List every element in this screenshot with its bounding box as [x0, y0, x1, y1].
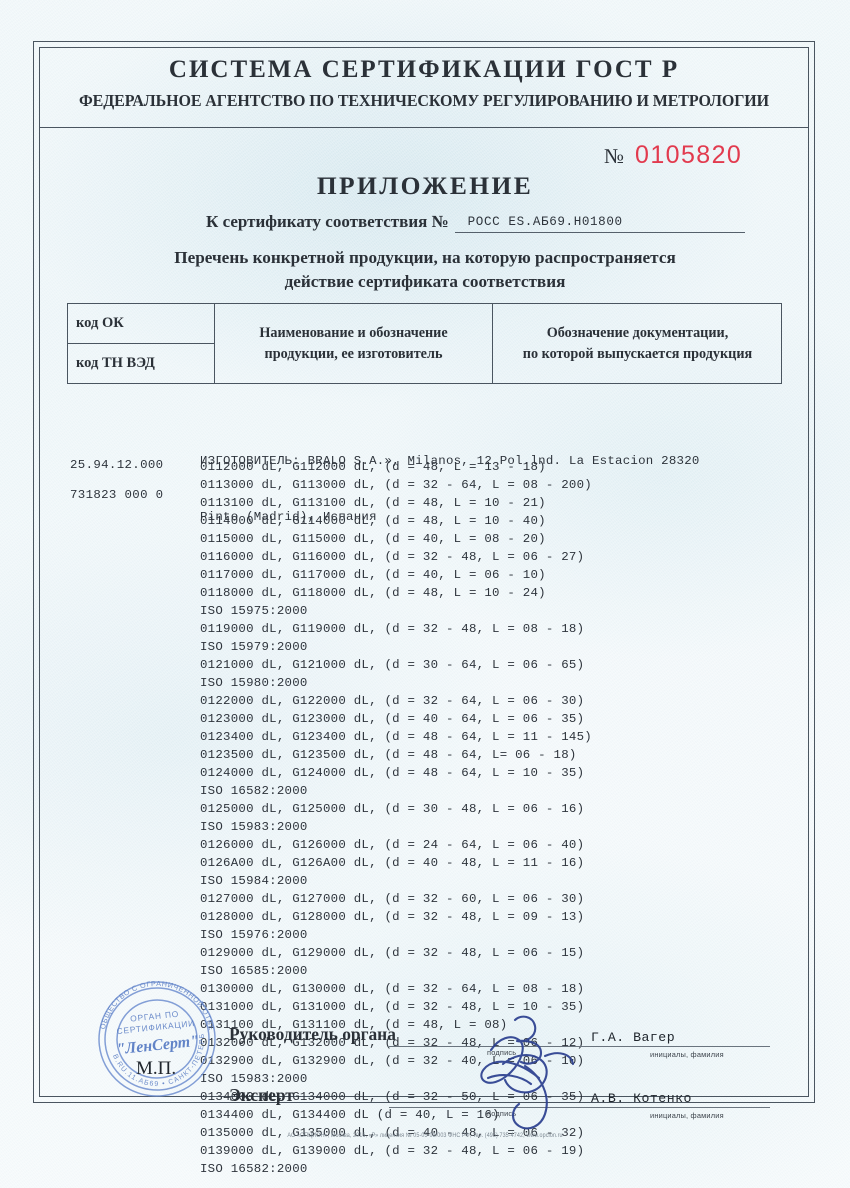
document-header: СИСТЕМА СЕРТИФИКАЦИИ ГОСТ Р ФЕДЕРАЛЬНОЕ …: [39, 47, 809, 111]
signature-line-expert: [389, 1107, 770, 1108]
page-title: ПРИЛОЖЕНИЕ: [316, 171, 534, 200]
product-line: ISO 15975:2000: [200, 604, 308, 618]
product-line: 0113100 dL, G113100 dL, (d = 48, L = 10 …: [200, 496, 546, 510]
documentation-header: Обозначение документации, по которой вып…: [523, 323, 752, 364]
product-line: 0121000 dL, G121000 dL, (d = 30 - 64, L …: [200, 658, 585, 672]
product-line: ISO 15983:2000: [200, 820, 308, 834]
product-line: 0113000 dL, G113000 dL, (d = 32 - 64, L …: [200, 478, 592, 492]
signature-line-head: [389, 1046, 770, 1047]
product-line: 0123400 dL, G123400 dL, (d = 48 - 64, L …: [200, 730, 592, 744]
certificate-label: К сертификату соответствия №: [206, 212, 449, 231]
documentation-header-line-1: Обозначение документации,: [546, 324, 729, 341]
table-cell-code-ok: код ОК: [68, 304, 214, 344]
certificate-value: РОСС ES.АБ69.Н01800: [467, 215, 623, 229]
product-line: ISO 15979:2000: [200, 640, 308, 654]
code-tnved-label: код ТН ВЭД: [76, 354, 155, 371]
printer-footer: АО «ОПЦИОН», Москва, 2016, «Р» лицензия …: [287, 1132, 563, 1140]
product-line: ISO 16582:2000: [200, 1162, 308, 1176]
product-line: 0122000 dL, G122000 dL, (d = 32 - 64, L …: [200, 694, 585, 708]
product-line: 0125000 dL, G125000 dL, (d = 30 - 48, L …: [200, 802, 585, 816]
product-line: 0126000 dL, G126000 dL, (d = 24 - 64, L …: [200, 838, 585, 852]
product-name-header: Наименование и обозначение продукции, ее…: [259, 323, 447, 364]
product-line: 0126A00 dL, G126A00 dL, (d = 40 - 48, L …: [200, 856, 585, 870]
certificate-reference: К сертификату соответствия № РОСС ES.АБ6…: [206, 211, 745, 233]
product-line: ISO 15976:2000: [200, 928, 308, 942]
certificate-value-field: РОСС ES.АБ69.Н01800: [454, 211, 745, 233]
product-codes: 25.94.12.000 731823 000 0: [70, 459, 163, 520]
certificate-frame-inner: [39, 47, 809, 1097]
documentation-header-line-2: по которой выпускается продукция: [522, 345, 753, 362]
product-line: 0117000 dL, G117000 dL, (d = 40, L = 06 …: [200, 568, 546, 582]
table-cell-code-tnved: код ТН ВЭД: [68, 344, 214, 384]
product-line: ISO 15980:2000: [200, 676, 308, 690]
product-line: 0132900 dL, G132900 dL, (d = 32 - 40, L …: [200, 1054, 585, 1068]
manufacturer-line-1: ИЗГОТОВИТЕЛЬ: BRALO S.A.», Milanos, 12 P…: [200, 453, 700, 468]
product-line: 0115000 dL, G115000 dL, (d = 40, L = 08 …: [200, 532, 546, 546]
document-number: № 0105820: [604, 141, 742, 170]
product-line: 0119000 dL, G119000 dL, (d = 32 - 48, L …: [200, 622, 585, 636]
product-line: 0124000 dL, G124000 dL, (d = 48 - 64, L …: [200, 766, 585, 780]
header-divider: [39, 127, 809, 128]
product-line: 0128000 dL, G128000 dL, (d = 32 - 48, L …: [200, 910, 585, 924]
table-column-documentation: Обозначение документации, по которой вып…: [493, 304, 782, 383]
subtitle-line-1: Перечень конкретной продукции, на котору…: [174, 248, 676, 267]
product-line: ISO 16582:2000: [200, 784, 308, 798]
initials-caption-expert: инициалы, фамилия: [650, 1111, 724, 1120]
product-table-header: код ОК код ТН ВЭД Наименование и обознач…: [67, 303, 782, 384]
product-line: 0139000 dL, G139000 dL, (d = 32 - 48, L …: [200, 1144, 585, 1158]
agency-title: ФЕДЕРАЛЬНОЕ АГЕНТСТВО ПО ТЕХНИЧЕСКОМУ РЕ…: [78, 90, 769, 110]
certificate-frame-outer: [33, 41, 815, 1103]
product-line: 0123500 dL, G123500 dL, (d = 48 - 64, L=…: [200, 748, 577, 762]
product-line: 0118000 dL, G118000 dL, (d = 48, L = 10 …: [200, 586, 546, 600]
code-ok-value: 25.94.12.000: [70, 458, 164, 472]
code-ok-label: код ОК: [76, 314, 124, 331]
product-line: 0131100 dL, G131100 dL, (d = 48, L = 08): [200, 1018, 508, 1032]
signature-caption-head: подпись: [487, 1048, 517, 1057]
signatory-name-head: Г.А. Вагер: [591, 1030, 676, 1045]
product-line: 0114000 dL, G114000 dL, (d = 48, L = 10 …: [200, 514, 546, 528]
product-name-header-line-2: продукции, ее изготовитель: [264, 345, 443, 362]
product-line: 0129000 dL, G129000 dL, (d = 32 - 48, L …: [200, 946, 585, 960]
initials-caption-head: инициалы, фамилия: [650, 1050, 724, 1059]
stamp-place-label: М.П.: [136, 1058, 177, 1079]
manufacturer-line-2: Pinto (Madrid), Испания: [200, 510, 377, 525]
product-line: 0112000 dL, G112000 dL, (d = 48, L = 13 …: [200, 460, 546, 474]
product-list: 0112000 dL, G112000 dL, (d = 48, L = 13 …: [200, 458, 800, 1178]
signature-role-head: Руководитель органа: [229, 1024, 396, 1044]
table-column-codes: код ОК код ТН ВЭД: [68, 304, 215, 383]
product-line: 0130000 dL, G130000 dL, (d = 32 - 64, L …: [200, 982, 585, 996]
product-name-header-line-1: Наименование и обозначение: [259, 324, 448, 341]
document-subtitle: Перечень конкретной продукции, на котору…: [0, 246, 850, 295]
product-line: 0131000 dL, G131000 dL, (d = 32 - 48, L …: [200, 1000, 585, 1014]
product-line: 0123000 dL, G123000 dL, (d = 40 - 64, L …: [200, 712, 585, 726]
number-sign: №: [604, 144, 625, 168]
product-line: ISO 16585:2000: [200, 964, 308, 978]
signature-caption-expert: подпись: [487, 1109, 517, 1118]
product-line: 0135000 dL, G135000 dL, (d = 40 - 48, L …: [200, 1126, 585, 1140]
signatory-name-expert: А.В. Котенко: [591, 1091, 692, 1106]
product-line: 0127000 dL, G127000 dL, (d = 32 - 60, L …: [200, 892, 585, 906]
subtitle-line-2: действие сертификата соответствия: [284, 272, 566, 292]
signature-role-expert: Эксперт: [229, 1085, 294, 1105]
product-line: 0134400 dL, G134400 dL (d = 40, L = 16): [200, 1108, 500, 1122]
code-tnved-value: 731823 000 0: [70, 488, 164, 503]
table-column-product-name: Наименование и обозначение продукции, ее…: [215, 304, 493, 383]
product-line: ISO 15984:2000: [200, 874, 308, 888]
number-value: 0105820: [635, 141, 743, 169]
manufacturer-info: ИЗГОТОВИТЕЛЬ: BRALO S.A.», Milanos, 12 P…: [200, 414, 800, 546]
product-line: 0116000 dL, G116000 dL, (d = 32 - 48, L …: [200, 550, 585, 564]
system-title: СИСТЕМА СЕРТИФИКАЦИИ ГОСТ Р: [168, 56, 680, 83]
